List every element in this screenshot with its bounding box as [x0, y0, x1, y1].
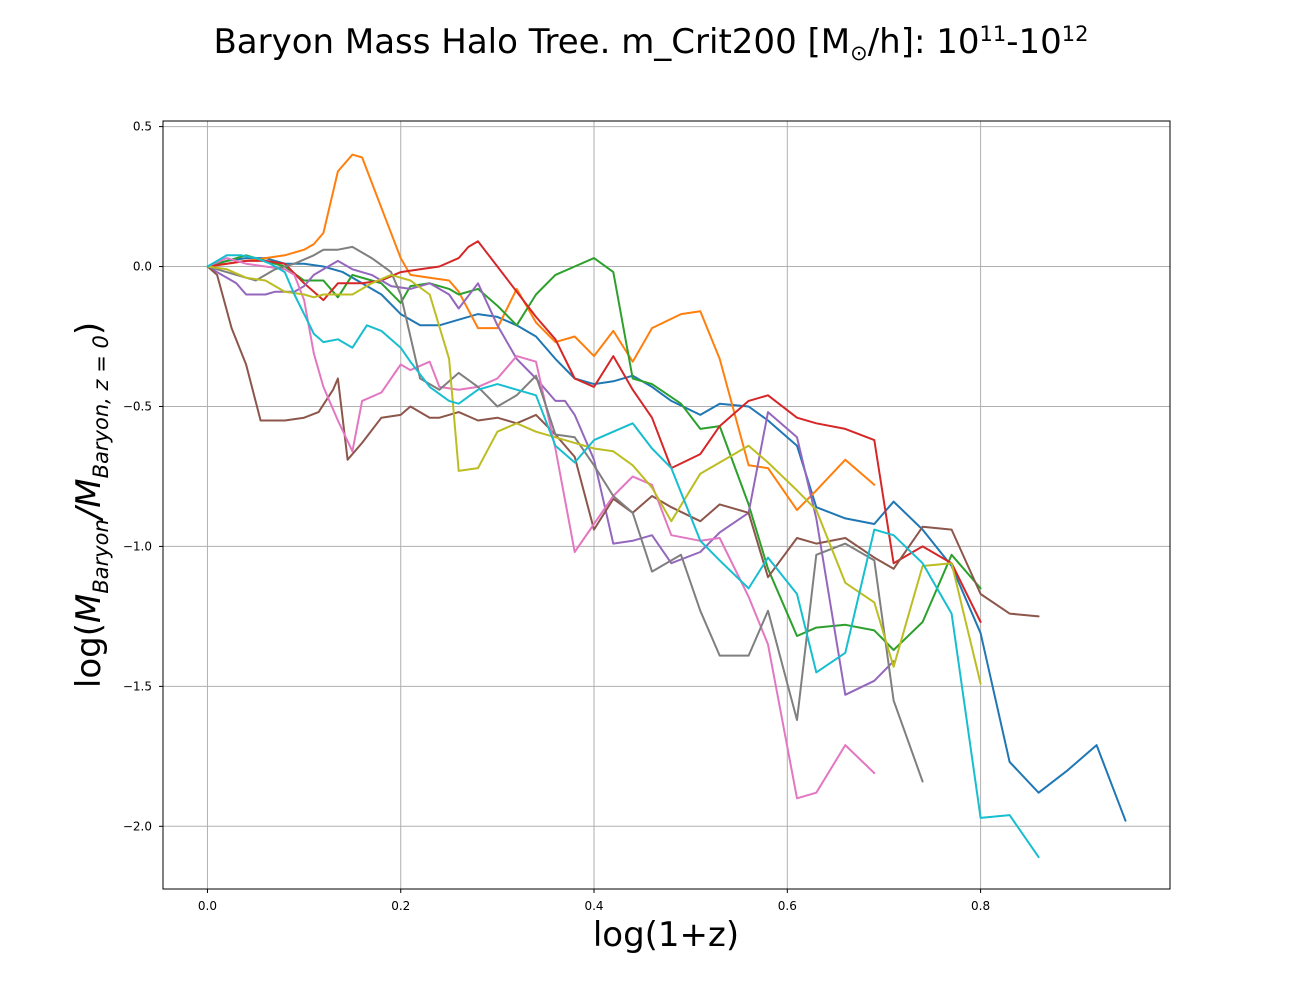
- x-tick-label: 0.0: [198, 899, 217, 913]
- y-tick-label: 0.0: [133, 260, 152, 274]
- x-tick-label: 0.8: [971, 899, 990, 913]
- y-label-prefix: log(: [69, 623, 109, 688]
- series-line-9: [206, 265, 982, 685]
- chart-title-unit: /h]: 10: [868, 22, 980, 62]
- series-line-3: [206, 254, 982, 651]
- y-label-suffix: ): [69, 322, 109, 335]
- y-label-sub1: Baryon: [89, 519, 113, 594]
- series-line-6: [206, 265, 1040, 618]
- x-tick-label: 0.4: [584, 899, 603, 913]
- series-line-2: [206, 153, 876, 511]
- x-tick-label: 0.6: [778, 899, 797, 913]
- series-line-4: [206, 240, 982, 623]
- sun-symbol: ⊙: [850, 41, 868, 65]
- series-group: [206, 153, 1127, 859]
- y-tick-label: −1.5: [123, 679, 152, 693]
- chart-title-dash: -10: [1006, 22, 1062, 62]
- plot-frame: [162, 120, 1171, 890]
- y-axis-label: log(MBaryon/MBaryon, z = 0): [69, 322, 113, 688]
- x-axis-label: log(1+z): [593, 915, 739, 955]
- series-line-10: [206, 254, 1040, 859]
- x-tick-label: 0.2: [391, 899, 410, 913]
- y-label-sub2: Baryon, z = 0: [89, 335, 113, 478]
- chart-title-main: Baryon Mass Halo Tree. m_Crit200 [M: [213, 22, 850, 62]
- chart-title-exp2: 12: [1062, 22, 1089, 46]
- y-label-m2: M: [69, 478, 109, 507]
- grid: [163, 121, 1170, 889]
- y-label-m1: M: [69, 594, 109, 623]
- axis-ticks: 0.0 0.2 0.4 0.6 0.8 0.5 0.0 −0.5 −1.0 −1.5 −2.0: [123, 120, 990, 913]
- y-tick-label: 0.5: [133, 120, 152, 134]
- series-line-5: [206, 259, 895, 696]
- y-label-slash: /: [69, 504, 109, 522]
- series-line-1: [206, 257, 1127, 822]
- y-tick-label: −1.0: [123, 539, 152, 553]
- chart-title: Baryon Mass Halo Tree. m_Crit200 [M⊙/h]:…: [213, 22, 1088, 65]
- series-line-7: [206, 257, 876, 800]
- series-line-8: [206, 245, 924, 783]
- chart-title-exp1: 11: [980, 22, 1007, 46]
- y-tick-label: −2.0: [123, 819, 152, 833]
- y-tick-label: −0.5: [123, 399, 152, 413]
